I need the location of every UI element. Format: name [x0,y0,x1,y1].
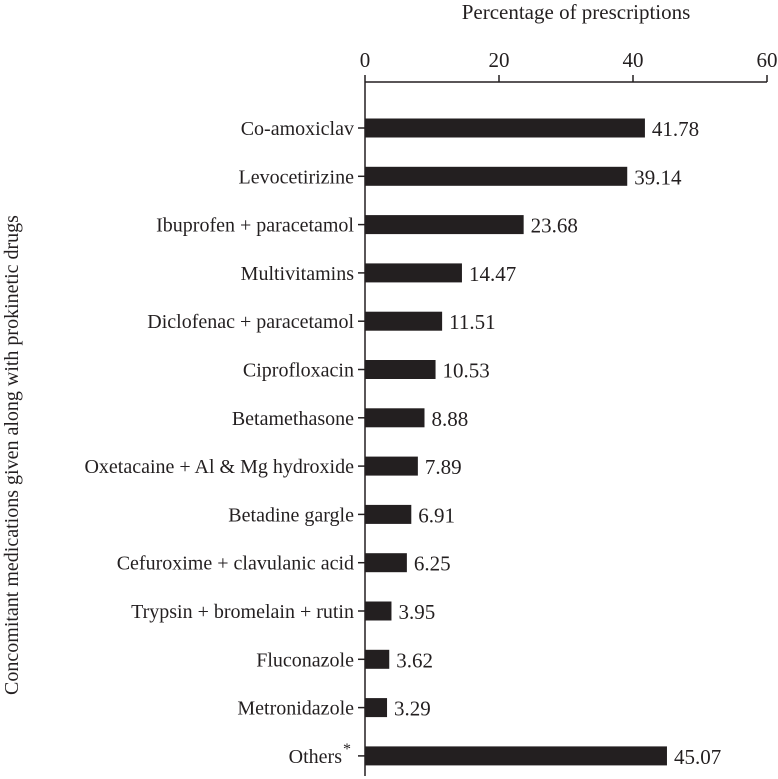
category-label: Betadine gargle [228,504,354,526]
x-tick-label: 60 [757,48,778,72]
bar [365,698,388,718]
value-label: 3.62 [396,648,433,672]
category-label: Multivitamins [241,263,355,285]
bar [365,649,390,669]
x-tick-label: 0 [360,48,371,72]
bar [365,166,628,186]
value-label: 6.25 [414,552,451,576]
category-label: Diclofenac + paracetamol [147,311,354,333]
value-label: 3.95 [398,600,435,624]
value-label: 14.47 [469,262,516,286]
category-label: Others [289,746,343,768]
category-label: Levocetirizine [239,166,355,188]
bar [365,601,392,621]
footnote-marker: * [343,741,351,758]
bar [365,311,443,331]
x-tick-label: 40 [623,48,644,72]
category-label: Cefuroxime + clavulanic acid [117,553,354,575]
value-label: 6.91 [418,503,455,527]
x-axis: 0 20 40 60 [360,48,778,83]
category-label: Ibuprofen + paracetamol [156,215,354,237]
value-label: 11.51 [449,310,495,334]
category-label: Fluconazole [256,649,354,671]
bar [365,263,462,283]
y-axis-title: Concomitant medications given along with… [1,215,23,695]
category-label: Trypsin + bromelain + rutin [131,601,354,623]
category-label: Betamethasone [232,408,354,430]
value-label: 3.29 [394,697,431,721]
value-label: 23.68 [531,214,578,238]
value-label: 10.53 [443,359,490,383]
category-label: Co-amoxiclav [241,118,354,140]
bar [365,746,667,766]
bar [365,118,645,138]
bar [365,553,407,573]
x-axis-title: Percentage of prescriptions [462,0,691,24]
bar [365,215,524,235]
bar [365,408,425,428]
bar [365,504,412,524]
value-label: 7.89 [425,455,462,479]
category-label: Oxetacaine + Al & Mg hydroxide [84,456,354,478]
category-label: Ciprofloxacin [243,360,354,382]
x-tick-label: 20 [489,48,510,72]
category-label: Metronidazole [237,698,354,720]
bars-group: Co-amoxiclav 41.78 Levocetirizine 39.14 Ibup… [84,117,721,769]
bar [365,456,418,476]
value-label: 45.07 [674,745,721,769]
value-label: 8.88 [431,407,468,431]
value-label: 41.78 [652,117,699,141]
bar [365,360,436,379]
value-label: 39.14 [634,165,682,189]
